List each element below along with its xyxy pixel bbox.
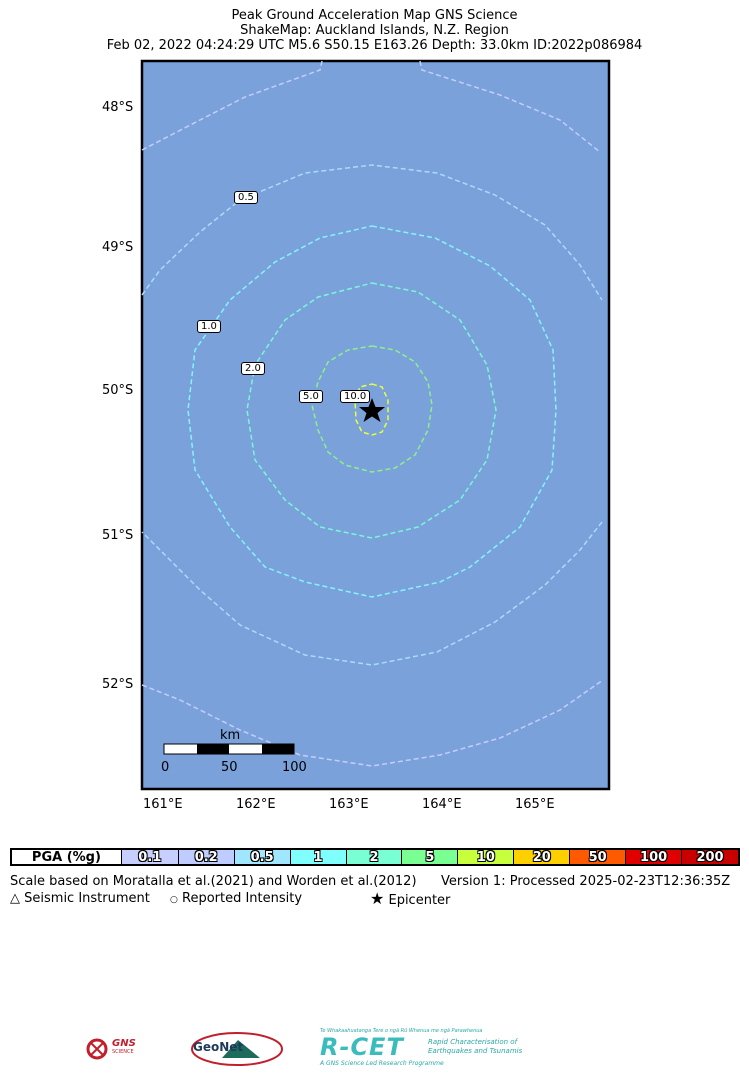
legend-bin: 2 bbox=[345, 850, 402, 865]
gns-logo-text: GNS bbox=[112, 1038, 136, 1049]
contour-0.5-top bbox=[141, 60, 601, 153]
legend-bin: 20 bbox=[513, 850, 570, 865]
scale-bar-tick: 100 bbox=[282, 760, 307, 775]
legend-bin: 5 bbox=[401, 850, 458, 865]
rcet-bottom: A GNS Science Led Research Programme bbox=[320, 1060, 444, 1067]
legend-bin: 0.1 bbox=[120, 850, 178, 865]
lat-label: 48°S bbox=[102, 100, 134, 115]
triangle-icon: △ bbox=[10, 891, 20, 906]
geonet-logo-text: GeoNet bbox=[193, 1040, 244, 1054]
legend-bin: 0.5 bbox=[233, 850, 290, 865]
star-icon bbox=[359, 398, 385, 422]
map-title-line1: Peak Ground Acceleration Map GNS Science bbox=[231, 8, 518, 23]
contour-20 bbox=[354, 383, 389, 436]
legend-bin: 10 bbox=[457, 850, 514, 865]
lat-label: 49°S bbox=[102, 240, 134, 255]
legend-bin: 200 bbox=[681, 850, 738, 865]
contour-label-1.0: 1.0 bbox=[197, 320, 221, 333]
contour-1.0 bbox=[141, 164, 603, 666]
pga-legend: PGA (%g) 0.1 0.2 0.5 1 2 5 10 20 50 100 200 bbox=[10, 848, 740, 866]
gns-logo-subtext: SCIENCE bbox=[112, 1049, 134, 1055]
legend-bin: 50 bbox=[569, 850, 626, 865]
contour-label-0.5: 0.5 bbox=[234, 191, 258, 204]
lat-label: 52°S bbox=[102, 677, 134, 692]
scale-bar-tick: 50 bbox=[221, 760, 238, 775]
shakemap-map bbox=[140, 59, 611, 791]
scale-bar-unit: km bbox=[220, 728, 241, 743]
rcet-side2: Earthquakes and Tsunamis bbox=[428, 1047, 523, 1055]
version-note: Version 1: Processed 2025-02-23T12:36:35… bbox=[441, 874, 731, 889]
lon-label: 161°E bbox=[143, 797, 183, 812]
rcet-side1: Rapid Characterisation of bbox=[428, 1038, 518, 1046]
map-title-line3: Feb 02, 2022 04:24:29 UTC M5.6 S50.15 E1… bbox=[106, 38, 643, 53]
seismic-instrument-legend: △ Seismic Instrument bbox=[10, 891, 150, 906]
legend-bin: 0.2 bbox=[177, 850, 234, 865]
scale-note: Scale based on Moratalla et al.(2021) an… bbox=[10, 874, 417, 889]
contour-label-10.0: 10.0 bbox=[340, 390, 371, 403]
geonet-logo: GeoNet bbox=[190, 1030, 285, 1068]
scale-bar-tick: 0 bbox=[161, 760, 170, 775]
lon-label: 164°E bbox=[422, 797, 462, 812]
lon-label: 162°E bbox=[236, 797, 276, 812]
lon-label: 163°E bbox=[329, 797, 369, 812]
epicenter-legend: ★ Epicenter bbox=[370, 889, 451, 908]
map-title-line2: ShakeMap: Auckland Islands, N.Z. Region bbox=[240, 23, 509, 38]
reported-intensity-legend: ○ Reported Intensity bbox=[170, 891, 303, 906]
gns-science-logo: GNS SCIENCE bbox=[86, 1038, 146, 1062]
rcet-logo-text: R-CET bbox=[320, 1033, 404, 1061]
lon-label: 165°E bbox=[515, 797, 555, 812]
lat-label: 50°S bbox=[102, 383, 134, 398]
circle-icon: ○ bbox=[170, 895, 178, 905]
legend-header: PGA (%g) bbox=[12, 850, 121, 865]
star-icon: ★ bbox=[370, 889, 385, 908]
map-background bbox=[140, 59, 611, 791]
lat-label: 51°S bbox=[102, 528, 134, 543]
scale-bar bbox=[163, 743, 295, 755]
contour-label-5.0: 5.0 bbox=[299, 390, 323, 403]
contour-label-2.0: 2.0 bbox=[241, 362, 265, 375]
contour-10.0 bbox=[311, 345, 433, 473]
gns-emblem-icon bbox=[86, 1038, 108, 1060]
contour-2.0 bbox=[187, 225, 557, 598]
legend-bin: 100 bbox=[625, 850, 682, 865]
legend-bin: 1 bbox=[289, 850, 346, 865]
contour-5.0 bbox=[246, 282, 497, 539]
rcet-tagline: Te Whakaahuatanga Tere o ngā Rū Whenua m… bbox=[320, 1028, 483, 1034]
rcet-logo: Te Whakaahuatanga Tere o ngā Rū Whenua m… bbox=[320, 1028, 535, 1070]
